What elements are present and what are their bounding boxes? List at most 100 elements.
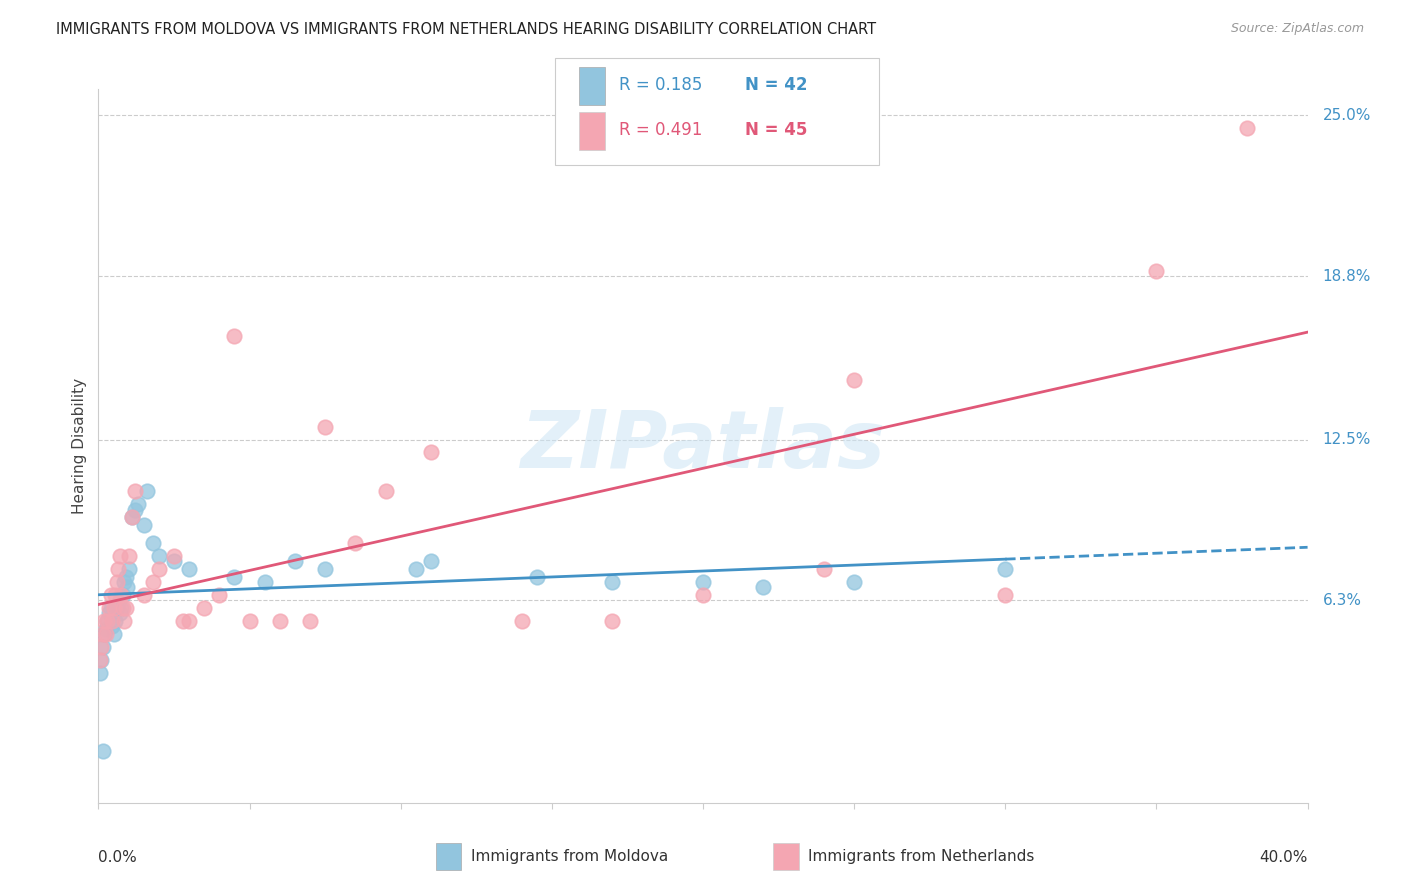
Text: IMMIGRANTS FROM MOLDOVA VS IMMIGRANTS FROM NETHERLANDS HEARING DISABILITY CORREL: IMMIGRANTS FROM MOLDOVA VS IMMIGRANTS FR…	[56, 22, 876, 37]
Text: N = 45: N = 45	[745, 121, 807, 139]
Text: N = 42: N = 42	[745, 76, 807, 94]
Point	[104, 588, 127, 602]
Text: 40.0%: 40.0%	[1260, 849, 1308, 864]
Point	[127, 497, 149, 511]
Point	[344, 536, 367, 550]
Point	[98, 601, 121, 615]
Point	[98, 607, 121, 621]
Point	[112, 614, 135, 628]
Point	[91, 627, 114, 641]
Point	[89, 666, 111, 681]
Point	[114, 601, 136, 615]
Point	[224, 570, 246, 584]
Point	[118, 549, 141, 564]
Point	[121, 510, 143, 524]
Point	[314, 419, 336, 434]
Point	[420, 445, 443, 459]
Point	[208, 588, 231, 602]
Point	[269, 614, 291, 628]
Text: 12.5%: 12.5%	[1323, 432, 1371, 447]
Text: Immigrants from Moldova: Immigrants from Moldova	[471, 849, 668, 863]
Point	[844, 575, 866, 590]
Point	[994, 588, 1017, 602]
Point	[374, 484, 396, 499]
Point	[89, 653, 111, 667]
Point	[90, 653, 112, 667]
Point	[107, 596, 129, 610]
Point	[90, 640, 112, 654]
Point	[100, 601, 122, 615]
Point	[148, 562, 170, 576]
Point	[91, 744, 114, 758]
Point	[121, 510, 143, 524]
Text: R = 0.185: R = 0.185	[619, 76, 702, 94]
Point	[284, 554, 307, 568]
Point	[105, 575, 128, 590]
Point	[115, 581, 138, 595]
Point	[1236, 121, 1258, 136]
Point	[420, 554, 443, 568]
Text: 6.3%: 6.3%	[1323, 593, 1361, 607]
Point	[103, 601, 125, 615]
Point	[112, 575, 135, 590]
Text: 25.0%: 25.0%	[1323, 108, 1371, 122]
Point	[163, 549, 186, 564]
Point	[142, 575, 165, 590]
Point	[692, 575, 714, 590]
Point	[110, 588, 132, 602]
Point	[132, 518, 155, 533]
Point	[108, 607, 131, 621]
Point	[1144, 264, 1167, 278]
Point	[93, 614, 115, 628]
Point	[148, 549, 170, 564]
Point	[110, 601, 132, 615]
Text: 18.8%: 18.8%	[1323, 268, 1371, 284]
Point	[114, 570, 136, 584]
Point	[752, 581, 775, 595]
Point	[108, 549, 131, 564]
Point	[101, 614, 124, 628]
Point	[101, 619, 124, 633]
Point	[163, 554, 186, 568]
Text: 0.0%: 0.0%	[98, 849, 138, 864]
Point	[193, 601, 215, 615]
Point	[172, 614, 194, 628]
Point	[100, 588, 122, 602]
Point	[142, 536, 165, 550]
Point	[224, 328, 246, 343]
Point	[96, 614, 118, 628]
Point	[105, 601, 128, 615]
Point	[405, 562, 427, 576]
Point	[526, 570, 548, 584]
Point	[179, 562, 201, 576]
Y-axis label: Hearing Disability: Hearing Disability	[72, 378, 87, 514]
Text: R = 0.491: R = 0.491	[619, 121, 702, 139]
Text: Source: ZipAtlas.com: Source: ZipAtlas.com	[1230, 22, 1364, 36]
Point	[103, 627, 125, 641]
Point	[104, 614, 127, 628]
Point	[813, 562, 835, 576]
Point	[91, 640, 114, 654]
Text: Immigrants from Netherlands: Immigrants from Netherlands	[808, 849, 1035, 863]
Point	[93, 627, 115, 641]
Point	[314, 562, 336, 576]
Point	[118, 562, 141, 576]
Point	[692, 588, 714, 602]
Point	[844, 373, 866, 387]
Point	[124, 484, 146, 499]
Point	[239, 614, 262, 628]
Point	[124, 502, 146, 516]
Point	[94, 627, 117, 641]
Point	[994, 562, 1017, 576]
Point	[111, 601, 134, 615]
Point	[132, 588, 155, 602]
Point	[510, 614, 533, 628]
Text: ZIPatlas: ZIPatlas	[520, 407, 886, 485]
Point	[111, 588, 134, 602]
Point	[602, 614, 624, 628]
Point	[299, 614, 322, 628]
Point	[253, 575, 276, 590]
Point	[94, 622, 117, 636]
Point	[96, 614, 118, 628]
Point	[135, 484, 157, 499]
